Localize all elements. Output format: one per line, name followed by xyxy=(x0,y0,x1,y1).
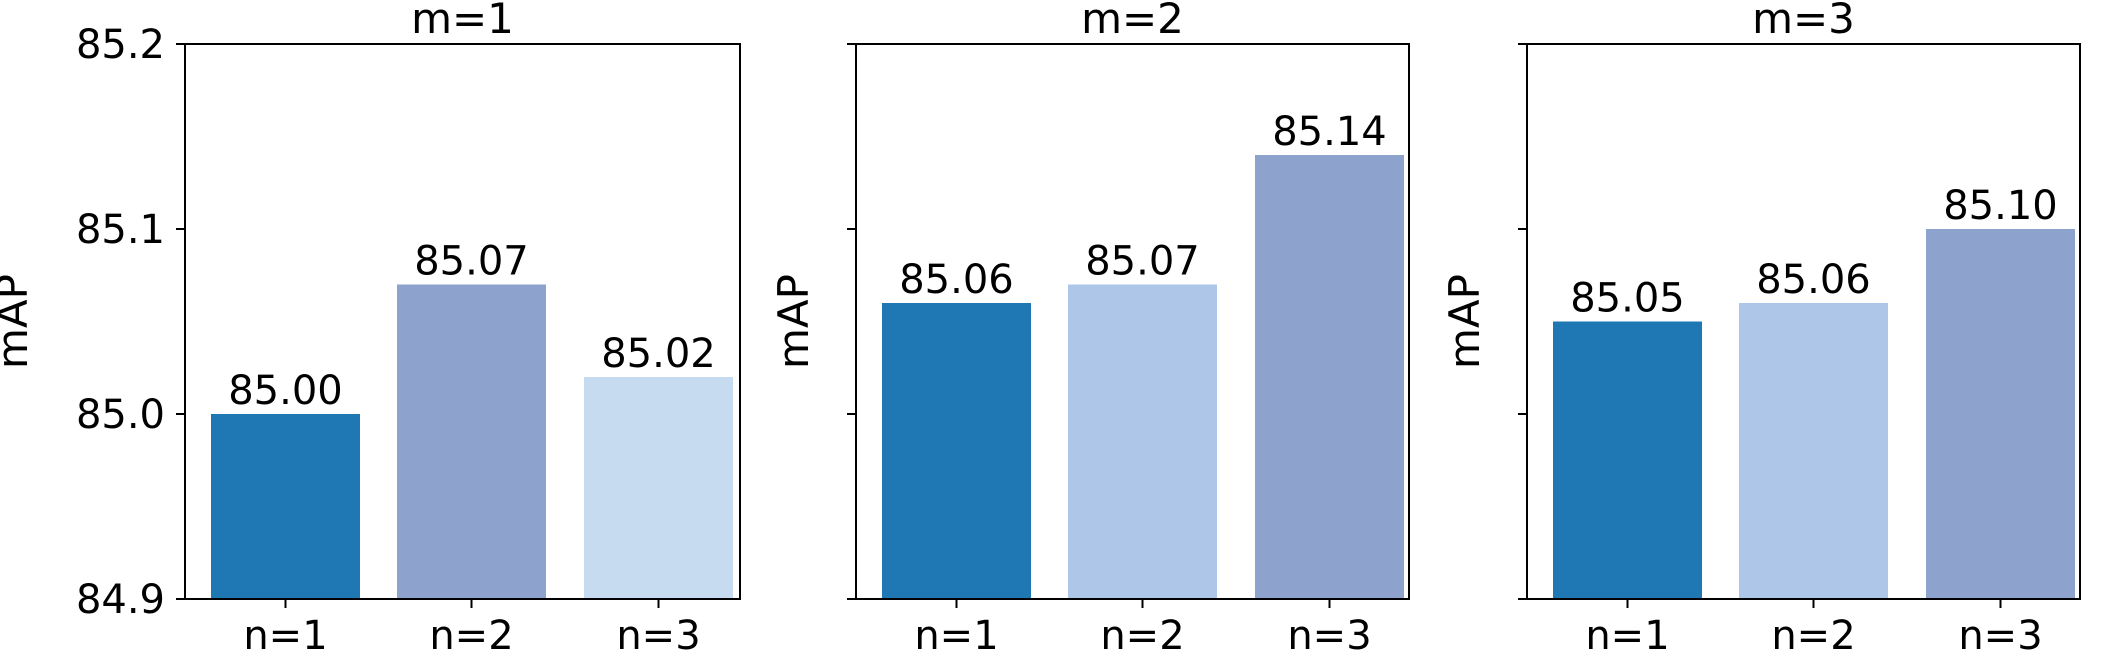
x-tick-label: n=2 xyxy=(429,613,513,659)
chart-title: m=2 xyxy=(1081,0,1184,43)
y-axis-label: mAP xyxy=(0,274,37,369)
bar-n=2 xyxy=(1068,284,1217,599)
bar-n=2 xyxy=(1739,303,1888,599)
y-axis-label: mAP xyxy=(1440,274,1489,369)
bar-value-label: 85.00 xyxy=(228,368,343,414)
y-tick-label: 85.2 xyxy=(76,22,165,68)
bar-value-label: 85.10 xyxy=(1943,183,2058,229)
bar-n=1 xyxy=(1553,321,1702,599)
chart-title: m=1 xyxy=(411,0,514,43)
x-tick-label: n=3 xyxy=(616,613,700,659)
bar-value-label: 85.06 xyxy=(1756,257,1871,303)
y-tick-label: 85.1 xyxy=(76,207,165,253)
x-tick-label: n=2 xyxy=(1100,613,1184,659)
axes-frame xyxy=(855,43,1410,600)
bar-n=3 xyxy=(1926,229,2075,599)
bar-n=3 xyxy=(1255,155,1404,599)
bar-value-label: 85.02 xyxy=(601,331,716,377)
bar-value-label: 85.05 xyxy=(1570,276,1685,322)
bar-value-label: 85.07 xyxy=(1085,239,1200,285)
bar-n=2 xyxy=(397,284,546,599)
axes-frame xyxy=(184,43,741,600)
bar-value-label: 85.14 xyxy=(1272,109,1387,155)
x-tick-label: n=3 xyxy=(1287,613,1371,659)
bar-n=1 xyxy=(882,303,1031,599)
bar-value-label: 85.06 xyxy=(899,257,1014,303)
chart-title: m=3 xyxy=(1752,0,1855,43)
axes-frame xyxy=(1526,43,2081,600)
bar-n=3 xyxy=(584,377,733,599)
x-tick-label: n=1 xyxy=(914,613,998,659)
x-tick-label: n=3 xyxy=(1958,613,2042,659)
x-tick-label: n=1 xyxy=(243,613,327,659)
x-tick-label: n=2 xyxy=(1771,613,1855,659)
bar-n=1 xyxy=(211,414,360,599)
y-axis-label: mAP xyxy=(769,274,818,369)
y-tick-label: 85.0 xyxy=(76,392,165,438)
x-tick-label: n=1 xyxy=(1585,613,1669,659)
y-tick-label: 84.9 xyxy=(76,577,165,623)
bar-value-label: 85.07 xyxy=(414,239,529,285)
